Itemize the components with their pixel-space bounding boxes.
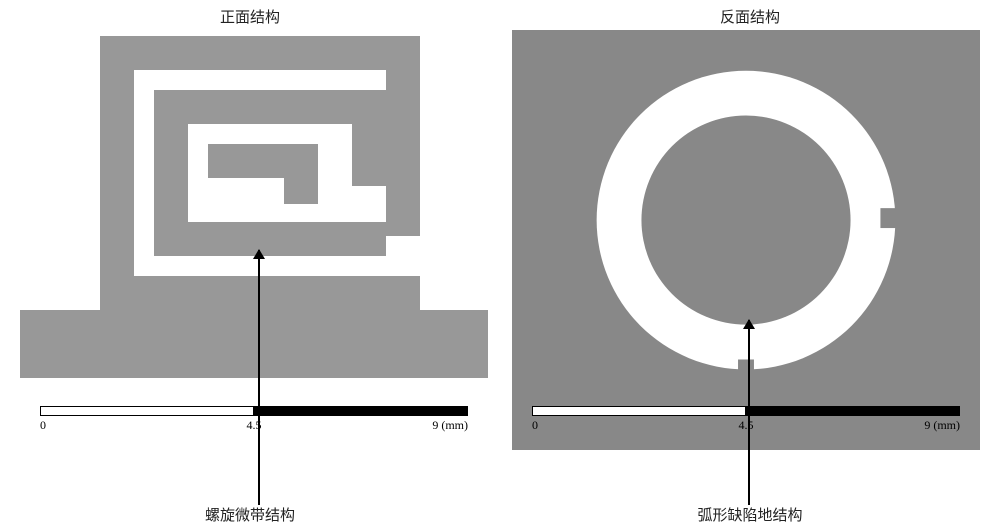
left-caption: 螺旋微带结构: [10, 504, 490, 525]
scale-tick-min: 0: [532, 418, 538, 433]
left-callout-arrow: [258, 250, 260, 505]
left-scalebar: 0 4.5 9 (mm): [40, 406, 468, 436]
right-caption: 弧形缺陷地结构: [510, 504, 990, 525]
right-callout-arrow: [748, 320, 750, 505]
scalebar-seg-light: [40, 406, 254, 416]
right-panel: 0 4.5 9 (mm): [512, 30, 980, 450]
split-ring-structure: [512, 30, 980, 450]
scalebar-ticks: 0 4.5 9 (mm): [40, 416, 468, 432]
scale-tick-max: 9 (mm): [432, 418, 468, 433]
scalebar-bar: [40, 406, 468, 416]
scale-tick-max: 9 (mm): [924, 418, 960, 433]
spiral-structure: [100, 36, 420, 310]
scalebar-ticks: 0 4.5 9 (mm): [532, 416, 960, 432]
left-panel: 0 4.5 9 (mm): [20, 30, 488, 450]
title-row: 正面结构 反面结构: [0, 6, 1000, 27]
right-title: 反面结构: [510, 6, 990, 27]
left-title: 正面结构: [10, 6, 490, 27]
scale-tick-min: 0: [40, 418, 46, 433]
scalebar-bar: [532, 406, 960, 416]
scalebar-seg-light: [532, 406, 746, 416]
feed-microstrip-band: [20, 310, 488, 378]
caption-row: 螺旋微带结构 弧形缺陷地结构: [0, 504, 1000, 525]
scalebar-seg-dark: [254, 406, 468, 416]
scalebar-seg-dark: [746, 406, 960, 416]
scale-tick-mid: 4.5: [739, 418, 754, 433]
right-scalebar: 0 4.5 9 (mm): [532, 406, 960, 436]
panels: 0 4.5 9 (mm): [20, 30, 980, 450]
